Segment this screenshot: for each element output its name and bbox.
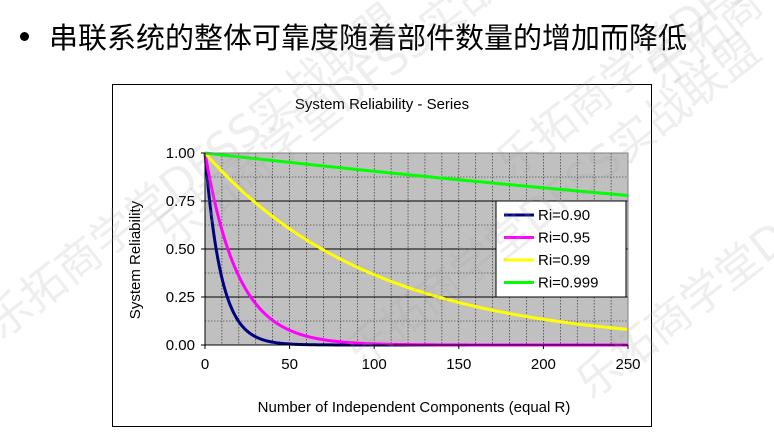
y-tick-label: 1.00 — [166, 145, 195, 162]
reliability-chart: 0 50 100 150 200 250 0.00 0.25 0.50 0.75 1.00 Ri=0… — [127, 96, 641, 416]
y-tick-label: 0.25 — [166, 289, 195, 306]
x-tick-label: 200 — [531, 356, 556, 373]
x-axis-label: Number of Independent Components (equal … — [258, 399, 571, 416]
x-tick-label: 250 — [615, 356, 640, 373]
bullet-heading: 串联系统的整体可靠度随着部件数量的增加而降低 — [14, 14, 687, 58]
legend-label-ri-0-90: Ri=0.90 — [538, 207, 590, 224]
y-axis-label: System Reliability — [127, 200, 144, 319]
x-tick-label: 0 — [201, 356, 209, 373]
legend-label-ri-0-99: Ri=0.99 — [538, 252, 590, 269]
y-tick-label: 0.50 — [166, 241, 195, 258]
y-tick-label: 0.75 — [166, 193, 195, 210]
heading-text: 串联系统的整体可靠度随着部件数量的增加而降低 — [49, 21, 688, 55]
legend-label-ri-0-95: Ri=0.95 — [538, 230, 590, 247]
chart-title: System Reliability - Series — [295, 96, 469, 113]
legend-label-ri-0-999: Ri=0.999 — [538, 275, 598, 292]
x-tick-label: 150 — [446, 356, 471, 373]
x-tick-label: 50 — [281, 356, 298, 373]
series-line-ri-0-999 — [204, 151, 629, 197]
bullet-icon — [20, 31, 29, 41]
chart-container: 0 50 100 150 200 250 0.00 0.25 0.50 0.75 1.00 Ri=0… — [112, 84, 652, 427]
y-tick-label: 0.00 — [166, 337, 195, 354]
x-tick-label: 100 — [362, 356, 387, 373]
series-line-ri-0-99 — [203, 152, 629, 331]
